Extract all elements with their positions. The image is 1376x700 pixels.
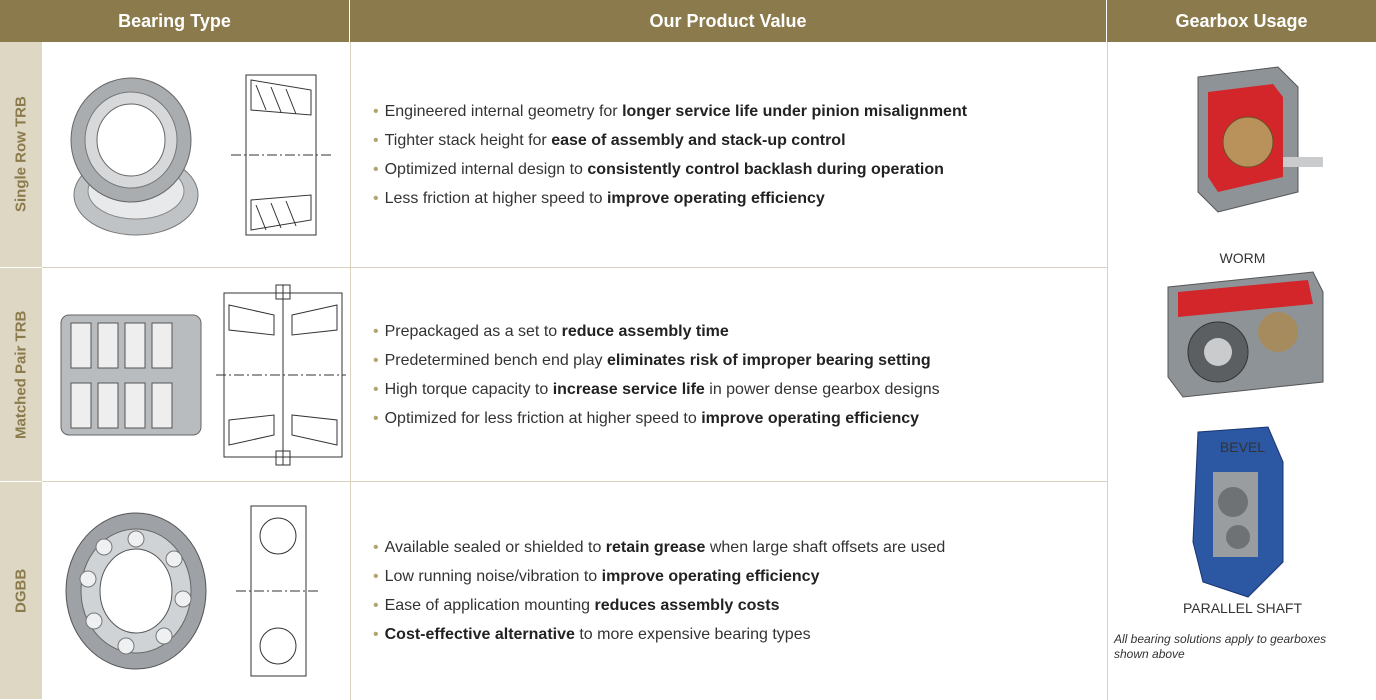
row-label: Single Row TRB: [0, 42, 42, 268]
dgbb-illustration: [65, 505, 321, 677]
trb-illustration: [70, 74, 331, 235]
bullet-list: Prepackaged as a set to reduce assembly …: [373, 317, 940, 433]
bullet-emphasis: improve operating efficiency: [601, 568, 820, 585]
row-label: Matched Pair TRB: [0, 268, 42, 482]
bullet-text: Tighter stack height for: [384, 131, 552, 149]
gearbox-caption: WORM: [1219, 250, 1266, 266]
bearing-image: [42, 482, 350, 700]
bullet: Cost-effective alternative to more expen…: [373, 620, 945, 649]
bullet-list: Available sealed or shielded to retain g…: [373, 533, 946, 649]
bullet: Optimized internal design to consistentl…: [373, 155, 967, 184]
bullet-emphasis: reduce assembly time: [561, 322, 729, 340]
bullet-text: Engineered internal geometry for: [384, 102, 623, 120]
bullet: Available sealed or shielded to retain g…: [373, 533, 946, 562]
matched-pair-illustration: [60, 284, 346, 465]
value-cell: Available sealed or shielded to retain g…: [350, 482, 1107, 700]
row-label: DGBB: [0, 482, 42, 700]
gearbox-caption: PARALLEL SHAFT: [1182, 600, 1303, 616]
bullet-emphasis: eliminates risk of improper bearing sett…: [606, 351, 931, 369]
gearbox-illustrations: [1167, 66, 1324, 598]
bullet-text: when large shaft offsets are used: [705, 539, 946, 556]
gearbox-cell: WORM BEVEL PARALLEL SHAFT All bearing so…: [1107, 42, 1376, 700]
bullet: Engineered internal geometry for longer …: [373, 97, 967, 126]
bullet-text: Ease of application mounting: [384, 597, 595, 614]
bearing-image: [42, 268, 350, 482]
gearbox-note: All bearing solutions apply to gearboxes…: [1114, 632, 1327, 661]
bullet-emphasis: longer service life under pinion misalig…: [622, 102, 968, 120]
bullet-text: in power dense gearbox designs: [704, 380, 940, 398]
parallel-shaft-gearbox: [1192, 426, 1284, 598]
bullet: Predetermined bench end play eliminates …: [373, 346, 940, 375]
bevel-gearbox: [1167, 271, 1324, 398]
bullet: Ease of application mounting reduces ass…: [373, 591, 945, 620]
bullet-emphasis: improve operating efficiency: [606, 189, 825, 207]
bullet: High torque capacity to increase service…: [373, 375, 940, 404]
bullet-emphasis: retain grease: [605, 539, 706, 556]
bullet-emphasis: increase service life: [552, 380, 705, 398]
bullet: Tighter stack height for ease of assembl…: [373, 126, 967, 155]
column-header: Our Product Value: [350, 0, 1107, 42]
bullet: Prepackaged as a set to reduce assembly …: [373, 317, 940, 346]
bullet-text: Less friction at higher speed to: [384, 189, 607, 207]
column-header: Bearing Type: [0, 0, 350, 42]
bullet-text: to more expensive bearing types: [574, 626, 811, 643]
bullet-emphasis: consistently control backlash during ope…: [587, 160, 944, 178]
bullet-text: Optimized for less friction at higher sp…: [384, 409, 702, 427]
bullet-emphasis: reduces assembly costs: [594, 597, 780, 614]
bullet-text: High torque capacity to: [384, 380, 553, 398]
bullet-text: Available sealed or shielded to: [384, 539, 606, 556]
bullet: Low running noise/vibration to improve o…: [373, 562, 945, 591]
bearing-image: [42, 42, 350, 268]
value-cell: Engineered internal geometry for longer …: [350, 42, 1107, 268]
column-header: Gearbox Usage: [1107, 0, 1376, 42]
worm-gearbox: [1197, 66, 1323, 213]
bullet-text: Low running noise/vibration to: [384, 568, 602, 585]
value-cell: Prepackaged as a set to reduce assembly …: [350, 268, 1107, 482]
bullet-text: Prepackaged as a set to: [384, 322, 562, 340]
bullet-list: Engineered internal geometry for longer …: [373, 97, 967, 213]
bullet-emphasis: ease of assembly and stack-up control: [551, 131, 846, 149]
bullet-text: Optimized internal design to: [384, 160, 588, 178]
bullet: Optimized for less friction at higher sp…: [373, 404, 940, 433]
bullet: Less friction at higher speed to improve…: [373, 184, 967, 213]
gearbox-caption: BEVEL: [1219, 439, 1266, 455]
bullet-emphasis: improve operating efficiency: [701, 409, 920, 427]
bullet-emphasis: Cost-effective alternative: [384, 626, 575, 643]
bullet-text: Predetermined bench end play: [384, 351, 607, 369]
